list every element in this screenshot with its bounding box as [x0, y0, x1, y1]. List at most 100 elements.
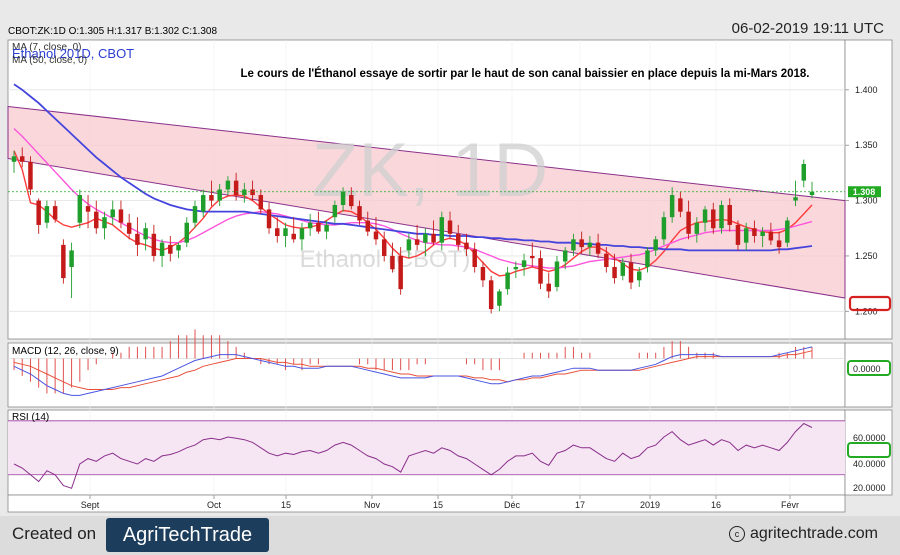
rsi-line — [13, 422, 813, 489]
created-on-label: Created on — [12, 524, 97, 543]
candle-body — [283, 228, 288, 237]
ma-line-0 — [13, 150, 813, 277]
candle-body — [357, 206, 362, 221]
candle-body — [571, 239, 576, 251]
candle-body — [332, 205, 338, 218]
rsi-tick-40: 40.0000 — [853, 459, 886, 469]
candle-body — [661, 217, 667, 240]
date-label: 16 — [711, 500, 721, 510]
watermark-symbol: ZK, 1D — [312, 128, 549, 213]
candle-body — [488, 280, 494, 310]
rsi-tick-20: 20.0000 — [853, 483, 886, 493]
candle-body — [727, 205, 732, 225]
candle-body — [118, 209, 124, 223]
candle-body — [192, 206, 198, 223]
date-label: Sept — [81, 500, 100, 510]
candle-body — [579, 239, 584, 248]
candle-body — [340, 191, 346, 206]
candle-body — [743, 228, 749, 243]
bearish-channel — [7, 105, 846, 299]
candle-body — [760, 231, 765, 237]
candles — [11, 147, 815, 314]
candle-body — [801, 164, 807, 181]
candle-body — [11, 156, 17, 162]
price-tick-label: 1.300 — [855, 196, 878, 206]
candle-body — [200, 195, 206, 212]
candle-body — [669, 195, 675, 218]
rsi-40-marker — [847, 442, 891, 458]
ohlc-header: CBOT:ZK:1D O:1.305 H:1.317 B:1.302 C:1.3… — [8, 26, 218, 37]
candle-body — [365, 220, 370, 232]
price-tick-label: 1.200 — [855, 306, 878, 316]
candle-body — [373, 231, 379, 240]
candle-body — [36, 200, 41, 225]
date-label: 17 — [575, 500, 585, 510]
candle-body — [431, 233, 436, 243]
macd-label: MACD (12, 26, close, 9) — [12, 346, 119, 357]
price-axis: 1.400 1.350 1.300 1.250 1.200 — [845, 85, 878, 316]
candle-body — [324, 224, 329, 232]
candle-body — [530, 255, 535, 259]
candle-body — [793, 197, 798, 201]
macd-zero-label: 0.0000 — [853, 364, 881, 374]
candle-body — [110, 209, 115, 218]
candle-body — [406, 239, 412, 251]
candle-body — [316, 222, 321, 232]
macd-line — [13, 346, 813, 396]
candle-body — [711, 209, 716, 229]
legend-symbol: Ethanol 201D, CBOT — [12, 46, 134, 61]
rsi-panel — [8, 420, 845, 489]
candle-body — [217, 189, 222, 201]
ethanol-chart: ZK, 1D Ethanol (CBOT) MA (7, close, 0) E… — [7, 39, 893, 513]
candle-body — [299, 228, 305, 240]
candle-body — [612, 267, 617, 279]
candle-body — [694, 222, 700, 234]
candle-body — [587, 242, 593, 248]
candle-body — [480, 267, 486, 281]
candle-body — [447, 220, 453, 234]
date-axis-bg — [7, 494, 846, 513]
candle-body — [19, 156, 25, 162]
macd-panel — [8, 329, 845, 396]
agritechtrade-logo[interactable]: AgriTechTrade — [106, 518, 269, 552]
candle-body — [546, 283, 551, 292]
candle-body — [168, 244, 173, 254]
candle-body — [414, 239, 420, 245]
candle-body — [126, 222, 132, 234]
timestamp: 06-02-2019 19:11 UTC — [731, 20, 884, 37]
candle-body — [505, 272, 510, 290]
candle-body — [809, 191, 815, 196]
candle-body — [250, 189, 255, 196]
candle-body — [69, 250, 74, 268]
candle-body — [143, 228, 148, 240]
date-axis: Sept Oct 15 Nov 15 Déc 17 2019 16 Févr — [81, 495, 799, 510]
candle-body — [151, 233, 157, 256]
candle-body — [291, 233, 296, 240]
site-url: agritechtrade.com — [749, 525, 878, 542]
copyright-icon: c — [728, 526, 745, 542]
price-tick-label: 1.250 — [855, 251, 878, 261]
candle-body — [275, 228, 280, 237]
rsi-label: RSI (14) — [12, 412, 49, 423]
candle-body — [28, 161, 33, 190]
candle-body — [768, 231, 774, 241]
date-label: 15 — [281, 500, 291, 510]
candle-body — [497, 291, 502, 306]
date-label: Nov — [364, 500, 381, 510]
price-tick-label: 1.350 — [855, 140, 878, 150]
candle-body — [464, 242, 469, 250]
candle-body — [686, 211, 691, 234]
candle-body — [752, 228, 757, 237]
candle-body — [225, 180, 231, 190]
candle-body — [209, 195, 214, 201]
candle-body — [390, 255, 395, 270]
site-credit[interactable]: c agritechtrade.com — [728, 525, 878, 543]
annotation-text: Le cours de l'Éthanol essaye de sortir p… — [240, 67, 809, 80]
candle-body — [678, 198, 683, 212]
candle-body — [604, 253, 609, 268]
candle-body — [52, 206, 58, 220]
candle-body — [307, 222, 313, 229]
candle-body — [61, 244, 66, 279]
candle-body — [719, 205, 724, 229]
